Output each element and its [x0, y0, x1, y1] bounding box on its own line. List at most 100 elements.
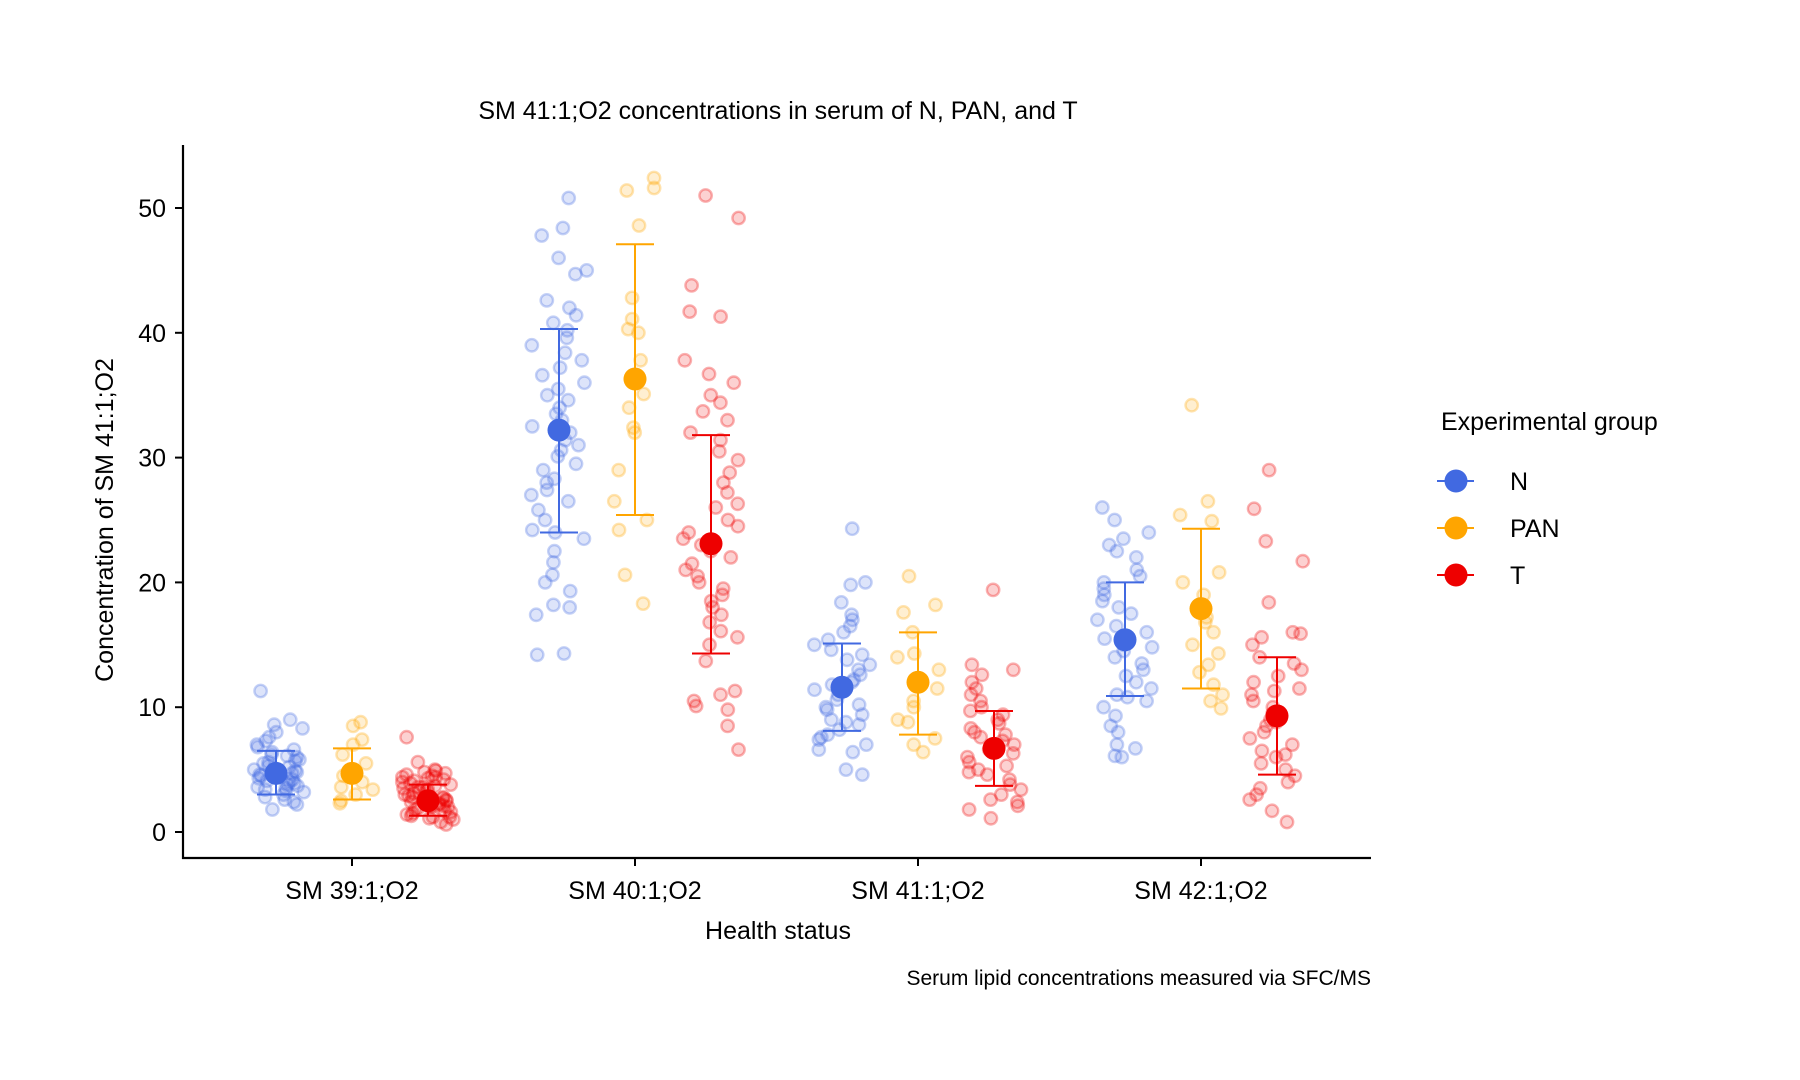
data-point-pan: [333, 779, 349, 795]
data-point-n: [1107, 748, 1123, 764]
data-point-t: [1254, 743, 1270, 759]
data-point-n: [560, 493, 576, 509]
data-point-t: [399, 729, 414, 745]
y-tick-label: 40: [138, 320, 166, 348]
legend-label: N: [1510, 468, 1528, 496]
data-point-n: [568, 266, 583, 282]
data-point-n: [557, 345, 573, 361]
data-points-layer: [246, 170, 1311, 832]
legend-item-pan: PAN: [1437, 515, 1560, 543]
data-point-n: [286, 775, 302, 791]
data-point-n: [562, 583, 578, 599]
data-point-t: [1279, 814, 1295, 830]
legend-title: Experimental group: [1441, 408, 1658, 436]
data-point-n: [1129, 562, 1145, 578]
data-point-pan: [365, 782, 381, 797]
data-point-t: [1002, 777, 1018, 792]
data-point-t: [713, 623, 729, 639]
data-point-n: [556, 646, 572, 661]
data-point-t: [701, 366, 717, 382]
data-point-n: [568, 456, 584, 472]
data-point-t: [678, 562, 694, 578]
data-point-n: [1096, 581, 1112, 596]
data-point-t: [1294, 662, 1309, 678]
data-point-t: [731, 210, 746, 226]
data-point-n: [845, 612, 860, 628]
data-point-n: [1094, 500, 1110, 515]
data-point-n: [290, 778, 305, 794]
data-point-t: [417, 764, 432, 780]
data-point-n: [545, 315, 561, 331]
data-point-t: [713, 309, 728, 324]
data-point-n: [862, 657, 878, 673]
data-point-t: [702, 614, 718, 630]
mean-point-t: [416, 789, 440, 813]
data-point-pan: [1215, 687, 1231, 703]
error-bars-layer: [257, 243, 1296, 817]
data-point-pan: [621, 400, 637, 416]
data-point-n: [1128, 550, 1144, 565]
data-point-t: [438, 792, 454, 807]
data-point-t: [1258, 533, 1274, 549]
y-tick-label: 30: [138, 445, 166, 473]
data-point-n: [854, 767, 870, 782]
data-point-n: [842, 618, 858, 634]
data-point-n: [1139, 693, 1155, 709]
data-point-t: [720, 718, 735, 734]
data-point-n: [251, 770, 267, 786]
data-point-n: [282, 712, 298, 728]
data-point-n: [1110, 724, 1126, 740]
data-point-n: [539, 482, 555, 498]
mean-point-n: [1113, 628, 1137, 652]
data-point-t: [438, 817, 454, 832]
data-point-t: [428, 763, 444, 779]
data-point-n: [562, 600, 578, 615]
data-point-n: [1097, 631, 1113, 646]
data-point-t: [1270, 668, 1286, 684]
mean-point-pan: [340, 761, 364, 785]
data-point-t: [1245, 637, 1260, 653]
data-point-t: [1261, 462, 1277, 478]
data-point-n: [534, 367, 550, 383]
data-point-n: [261, 729, 277, 745]
data-point-t: [1013, 782, 1029, 797]
data-point-t: [1006, 737, 1022, 752]
mean-point-t: [982, 736, 1006, 760]
data-point-t: [963, 687, 979, 703]
data-point-pan: [890, 649, 905, 665]
data-point-t: [714, 607, 729, 623]
data-point-t: [1292, 681, 1307, 696]
data-point-t: [967, 724, 982, 740]
data-point-t: [973, 693, 988, 709]
data-point-n: [819, 702, 835, 718]
data-point-t: [1009, 794, 1025, 810]
data-point-n: [535, 462, 551, 478]
data-point-pan: [900, 714, 916, 730]
legend-label: T: [1510, 562, 1525, 590]
data-point-n: [561, 190, 577, 206]
x-tick-label: SM 42:1;O2: [1134, 877, 1267, 905]
data-point-n: [1134, 656, 1150, 671]
data-point-pan: [626, 420, 641, 435]
data-point-n: [833, 595, 849, 610]
data-point-t: [677, 352, 693, 368]
y-tick-label: 10: [138, 694, 166, 722]
data-point-n: [1128, 674, 1144, 690]
data-point-t: [403, 775, 418, 791]
data-point-n: [576, 531, 592, 547]
data-point-n: [551, 250, 566, 266]
data-point-t: [690, 568, 705, 584]
x-axis-title: Health status: [705, 917, 851, 945]
data-point-n: [568, 307, 584, 323]
data-point-n: [524, 337, 540, 353]
data-point-pan: [1172, 507, 1188, 523]
data-point-t: [731, 742, 746, 757]
mean-point-t: [1265, 704, 1289, 728]
data-point-t: [1010, 798, 1026, 814]
chart-title: SM 41:1;O2 concentrations in serum of N,…: [478, 97, 1077, 125]
data-point-n: [523, 487, 539, 503]
data-point-n: [531, 502, 546, 518]
data-point-t: [698, 653, 714, 669]
data-point-pan: [639, 512, 655, 528]
data-point-pan: [633, 352, 648, 368]
